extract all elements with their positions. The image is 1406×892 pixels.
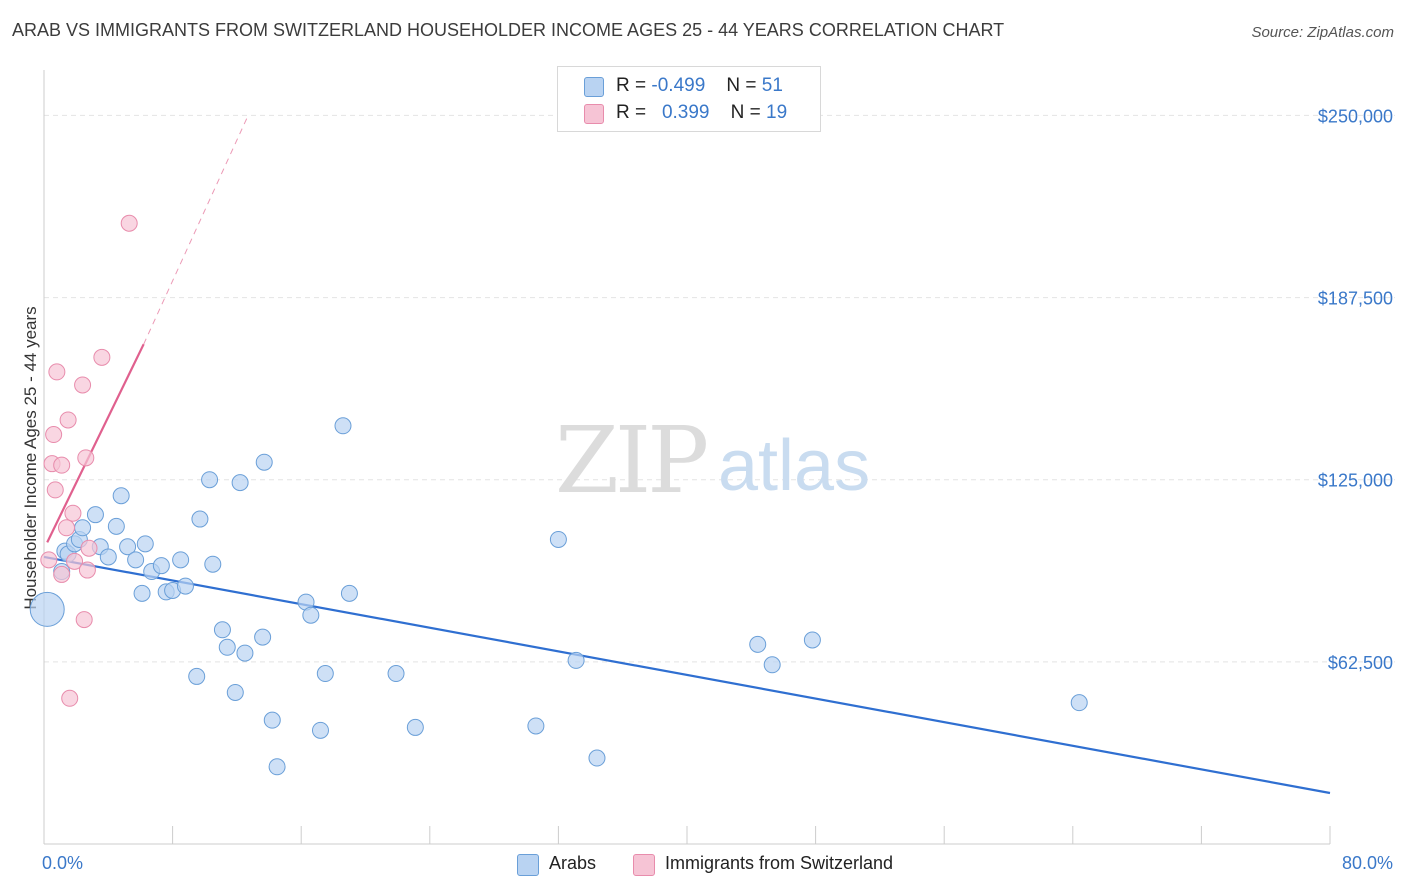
- data-point-arabs: [152, 557, 170, 575]
- data-point-arabs: [406, 718, 424, 736]
- data-point-arabs: [254, 628, 272, 646]
- data-point-switzerland: [80, 539, 98, 557]
- axes: [43, 70, 1331, 845]
- legend-n-value: 51: [761, 75, 783, 96]
- bottom-legend-label-arabs: Arabs: [549, 853, 597, 873]
- data-point-arabs: [74, 519, 92, 537]
- y-axis-label-group: Householder Income Ages 25 - 44 years: [21, 306, 40, 609]
- trend-lines: [43, 115, 1331, 795]
- data-point-arabs: [1070, 694, 1088, 712]
- data-point-switzerland: [61, 689, 79, 707]
- data-point-arabs: [226, 683, 244, 701]
- data-point-arabs: [340, 584, 358, 602]
- data-point-arabs: [201, 471, 219, 489]
- data-point-arabs: [588, 749, 606, 767]
- y-tick-labels: $62,500 $125,000 $187,500 $250,000: [1318, 106, 1393, 672]
- trend-line-arabs: [43, 555, 1331, 795]
- legend-r-label: R =: [616, 75, 647, 96]
- data-point-arabs: [119, 538, 137, 556]
- data-point-arabs: [213, 621, 231, 639]
- y-tick-label: $125,000: [1318, 471, 1393, 491]
- data-point-arabs: [172, 551, 190, 569]
- bottom-legend-label-switzerland: Immigrants from Switzerland: [665, 853, 894, 873]
- data-point-arabs: [334, 417, 352, 435]
- legend-r-label: R =: [616, 102, 647, 123]
- data-point-arabs: [302, 606, 320, 624]
- legend-n-label: N =: [730, 102, 761, 123]
- legend-swatch-pink: [584, 104, 604, 124]
- y-tick-label: $187,500: [1318, 289, 1393, 309]
- legend-swatch-blue: [584, 77, 604, 97]
- legend-r-value: 0.399: [661, 102, 710, 123]
- data-point-switzerland: [59, 411, 77, 429]
- x-tick-label: 80.0%: [1342, 853, 1393, 873]
- legend-text-switzerland: R = 0.399 N = 19: [616, 102, 787, 124]
- data-point-switzerland: [78, 561, 96, 579]
- y-tick-label: $62,500: [1328, 653, 1393, 673]
- data-point-arabs: [549, 530, 567, 548]
- trend-line-switzerland: [46, 343, 145, 543]
- x-tick-labels: 0.0% 80.0%: [42, 853, 1393, 873]
- data-point-switzerland: [93, 348, 111, 366]
- data-point-arabs: [29, 591, 65, 627]
- data-point-switzerland: [53, 565, 71, 583]
- legend-n-value: 19: [766, 102, 788, 123]
- data-point-switzerland: [46, 481, 64, 499]
- data-point-arabs: [218, 638, 236, 656]
- data-point-switzerland: [66, 552, 84, 570]
- data-point-arabs: [263, 711, 281, 729]
- data-point-arabs: [99, 548, 117, 566]
- data-point-arabs: [86, 506, 104, 524]
- data-point-arabs: [133, 584, 151, 602]
- data-point-arabs: [107, 517, 125, 535]
- bottom-legend-swatch-blue: [517, 854, 539, 876]
- data-point-switzerland: [58, 519, 76, 537]
- data-point-arabs: [191, 510, 209, 528]
- data-point-switzerland: [40, 551, 58, 569]
- data-point-switzerland: [74, 376, 92, 394]
- legend-n-label: N =: [726, 75, 757, 96]
- data-point-arabs: [188, 667, 206, 685]
- watermark-zip: ZIP: [555, 407, 706, 514]
- chart-title: ARAB VS IMMIGRANTS FROM SWITZERLAND HOUS…: [12, 20, 1005, 40]
- data-point-switzerland: [75, 611, 93, 629]
- data-point-switzerland: [48, 363, 66, 381]
- data-point-arabs: [204, 555, 222, 573]
- data-point-arabs: [231, 474, 249, 492]
- data-point-arabs: [803, 631, 821, 649]
- data-point-switzerland: [64, 504, 82, 522]
- data-point-arabs: [112, 487, 130, 505]
- data-point-switzerland: [77, 449, 95, 467]
- chart-source: Source: ZipAtlas.com: [1251, 24, 1394, 41]
- legend-r-value: -0.499: [651, 75, 706, 96]
- data-point-switzerland: [120, 214, 138, 232]
- data-point-arabs: [176, 577, 194, 595]
- data-point-arabs: [387, 665, 405, 683]
- data-point-arabs: [316, 665, 334, 683]
- x-tick-label: 0.0%: [42, 853, 83, 873]
- data-point-arabs: [255, 453, 273, 471]
- data-point-arabs: [136, 535, 154, 553]
- bottom-legend-swatch-pink: [633, 854, 655, 876]
- watermark: ZIP atlas: [555, 407, 870, 514]
- data-point-switzerland: [45, 426, 63, 444]
- data-point-arabs: [311, 721, 329, 739]
- data-point-arabs: [127, 551, 145, 569]
- grid-lines: [44, 114, 1395, 663]
- data-points: [29, 214, 1088, 776]
- y-axis-label: Householder Income Ages 25 - 44 years: [21, 306, 40, 609]
- data-point-arabs: [268, 758, 286, 776]
- data-point-arabs: [749, 635, 767, 653]
- watermark-atlas: atlas: [718, 426, 870, 506]
- data-point-switzerland: [53, 456, 71, 474]
- y-tick-label: $250,000: [1318, 106, 1393, 126]
- data-point-arabs: [567, 651, 585, 669]
- data-point-arabs: [236, 644, 254, 662]
- trend-line-switzerland-extension: [143, 115, 249, 345]
- data-point-arabs: [763, 656, 781, 674]
- legend-text-arabs: R = -0.499 N = 51: [616, 75, 783, 97]
- correlation-legend: R = -0.499 N = 51 R = 0.399 N = 19: [557, 66, 821, 132]
- data-point-arabs: [527, 717, 545, 735]
